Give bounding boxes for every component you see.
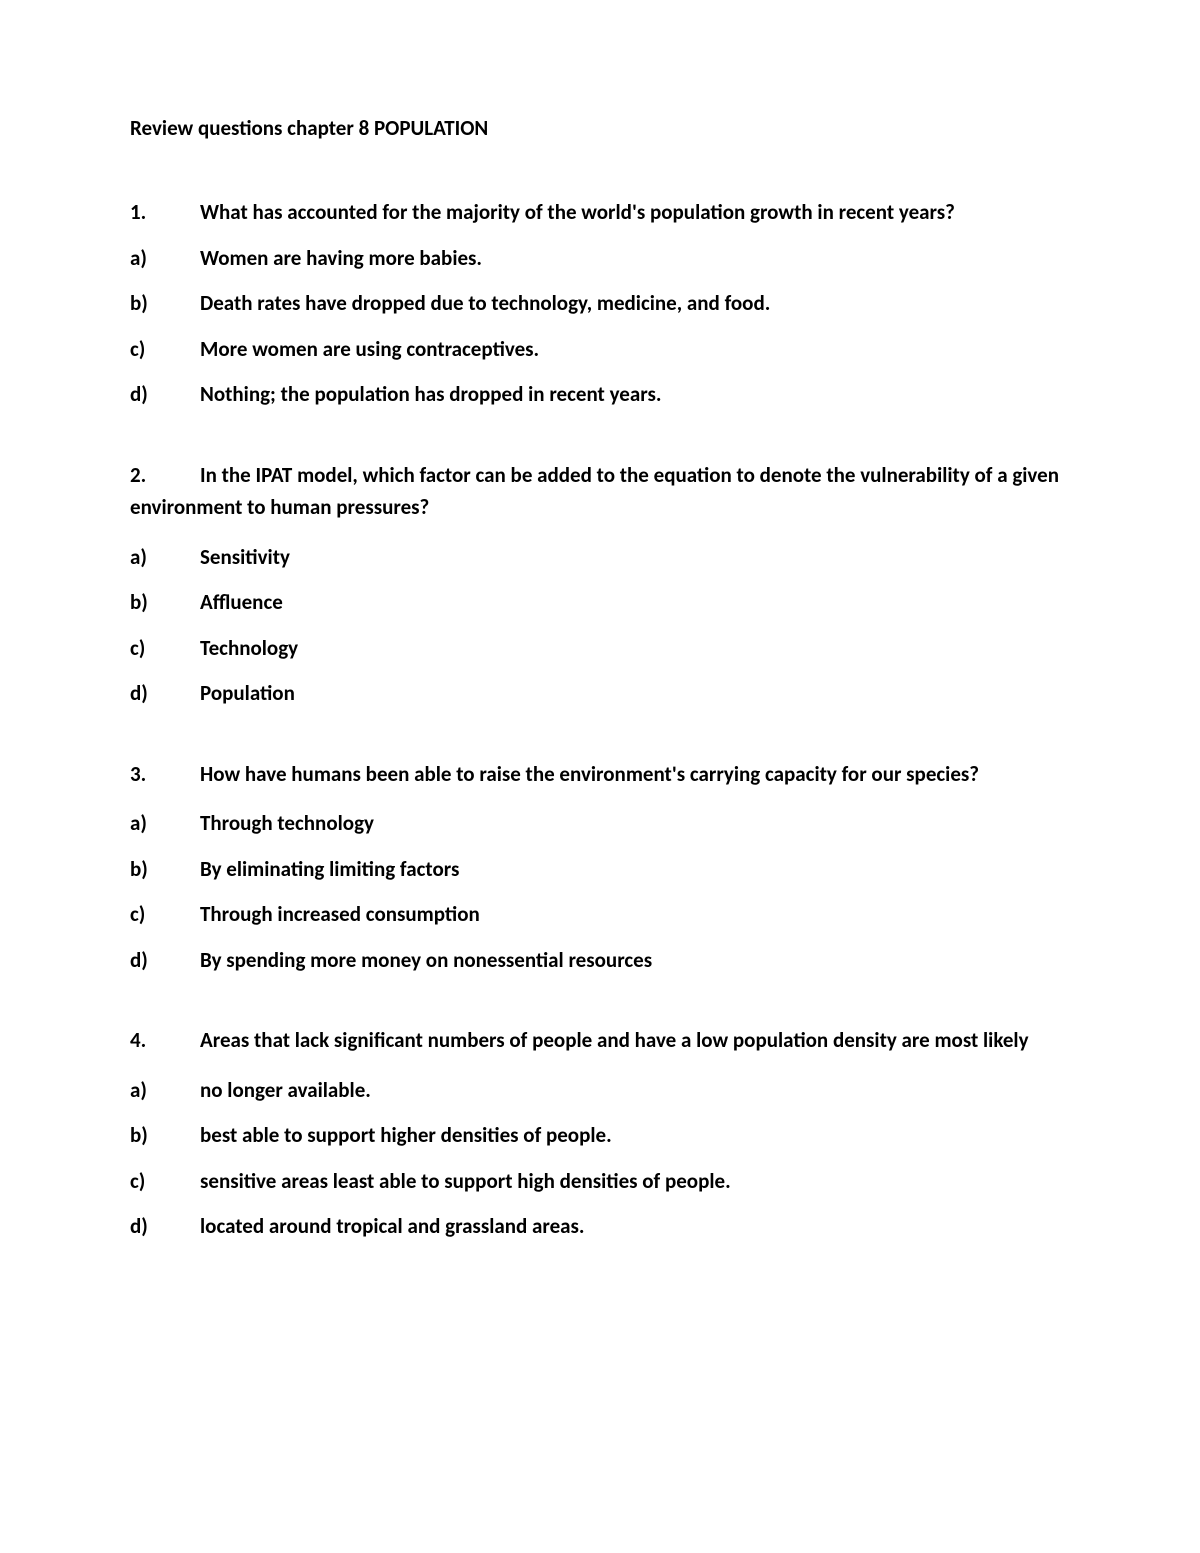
question-block: 3.How have humans been able to raise the… bbox=[130, 758, 1070, 977]
option-label: a) bbox=[130, 542, 200, 574]
question-block: 2.In the IPAT model, which factor can be… bbox=[130, 459, 1070, 710]
questions-container: 1.What has accounted for the majority of… bbox=[130, 197, 1070, 1243]
option-label: b) bbox=[130, 854, 200, 886]
option-text: By eliminating limiting factors bbox=[200, 854, 1070, 886]
option-row: d)Population bbox=[130, 678, 1070, 710]
page-title: Review questions chapter 8 POPULATION bbox=[130, 115, 1070, 141]
question-block: 4.Areas that lack significant numbers of… bbox=[130, 1024, 1070, 1243]
option-text: best able to support higher densities of… bbox=[200, 1120, 1070, 1152]
option-label: c) bbox=[130, 334, 200, 366]
question-row: 1.What has accounted for the majority of… bbox=[130, 197, 1070, 229]
option-label: b) bbox=[130, 288, 200, 320]
question-text-span: In the IPAT model, which factor can be a… bbox=[130, 462, 1059, 521]
option-row: a)Sensitivity bbox=[130, 542, 1070, 574]
option-text: no longer available. bbox=[200, 1075, 1070, 1107]
question-text-span: Areas that lack significant numbers of p… bbox=[200, 1027, 1029, 1053]
option-label: a) bbox=[130, 1075, 200, 1107]
option-row: d) Nothing; the population has dropped i… bbox=[130, 379, 1070, 411]
option-label: a) bbox=[130, 243, 200, 275]
option-label: d) bbox=[130, 379, 200, 411]
option-text: Technology bbox=[200, 633, 1070, 665]
option-text: Sensitivity bbox=[200, 542, 1070, 574]
option-text: Population bbox=[200, 678, 1070, 710]
option-text: By spending more money on nonessential r… bbox=[200, 945, 1070, 977]
question-number: 3. bbox=[130, 758, 200, 791]
option-text: located around tropical and grassland ar… bbox=[200, 1211, 1070, 1243]
question-text: 3.How have humans been able to raise the… bbox=[130, 758, 1070, 791]
option-row: d)located around tropical and grassland … bbox=[130, 1211, 1070, 1243]
option-label: d) bbox=[130, 945, 200, 977]
option-label: c) bbox=[130, 1166, 200, 1198]
option-text: sensitive areas least able to support hi… bbox=[200, 1166, 1070, 1198]
option-row: b)Death rates have dropped due to techno… bbox=[130, 288, 1070, 320]
question-text: 4.Areas that lack significant numbers of… bbox=[130, 1024, 1070, 1057]
question-number: 4. bbox=[130, 1024, 200, 1057]
option-row: d)By spending more money on nonessential… bbox=[130, 945, 1070, 977]
option-row: a)Through technology bbox=[130, 808, 1070, 840]
question-number: 1. bbox=[130, 197, 200, 229]
option-row: c)sensitive areas least able to support … bbox=[130, 1166, 1070, 1198]
option-label: a) bbox=[130, 808, 200, 840]
option-row: b)best able to support higher densities … bbox=[130, 1120, 1070, 1152]
question-number: 2. bbox=[130, 459, 200, 492]
option-label: d) bbox=[130, 678, 200, 710]
question-text-span: How have humans been able to raise the e… bbox=[200, 761, 979, 787]
option-row: a)no longer available. bbox=[130, 1075, 1070, 1107]
option-text: More women are using contraceptives. bbox=[200, 334, 1070, 366]
option-text: Through technology bbox=[200, 808, 1070, 840]
page: Review questions chapter 8 POPULATION 1.… bbox=[0, 0, 1200, 1553]
option-row: c)More women are using contraceptives. bbox=[130, 334, 1070, 366]
question-text: 2.In the IPAT model, which factor can be… bbox=[130, 459, 1070, 524]
option-label: c) bbox=[130, 633, 200, 665]
option-label: d) bbox=[130, 1211, 200, 1243]
option-text: Women are having more babies. bbox=[200, 243, 1070, 275]
option-row: c)Through increased consumption bbox=[130, 899, 1070, 931]
option-text: Affluence bbox=[200, 587, 1070, 619]
option-label: c) bbox=[130, 899, 200, 931]
question-text: What has accounted for the majority of t… bbox=[200, 197, 1070, 229]
option-row: c)Technology bbox=[130, 633, 1070, 665]
option-label: b) bbox=[130, 1120, 200, 1152]
option-row: b)By eliminating limiting factors bbox=[130, 854, 1070, 886]
option-label: b) bbox=[130, 587, 200, 619]
option-text: Through increased consumption bbox=[200, 899, 1070, 931]
option-text: Death rates have dropped due to technolo… bbox=[200, 288, 1070, 320]
option-row: b)Affluence bbox=[130, 587, 1070, 619]
question-block: 1.What has accounted for the majority of… bbox=[130, 197, 1070, 411]
option-text: Nothing; the population has dropped in r… bbox=[200, 379, 1070, 411]
option-row: a)Women are having more babies. bbox=[130, 243, 1070, 275]
